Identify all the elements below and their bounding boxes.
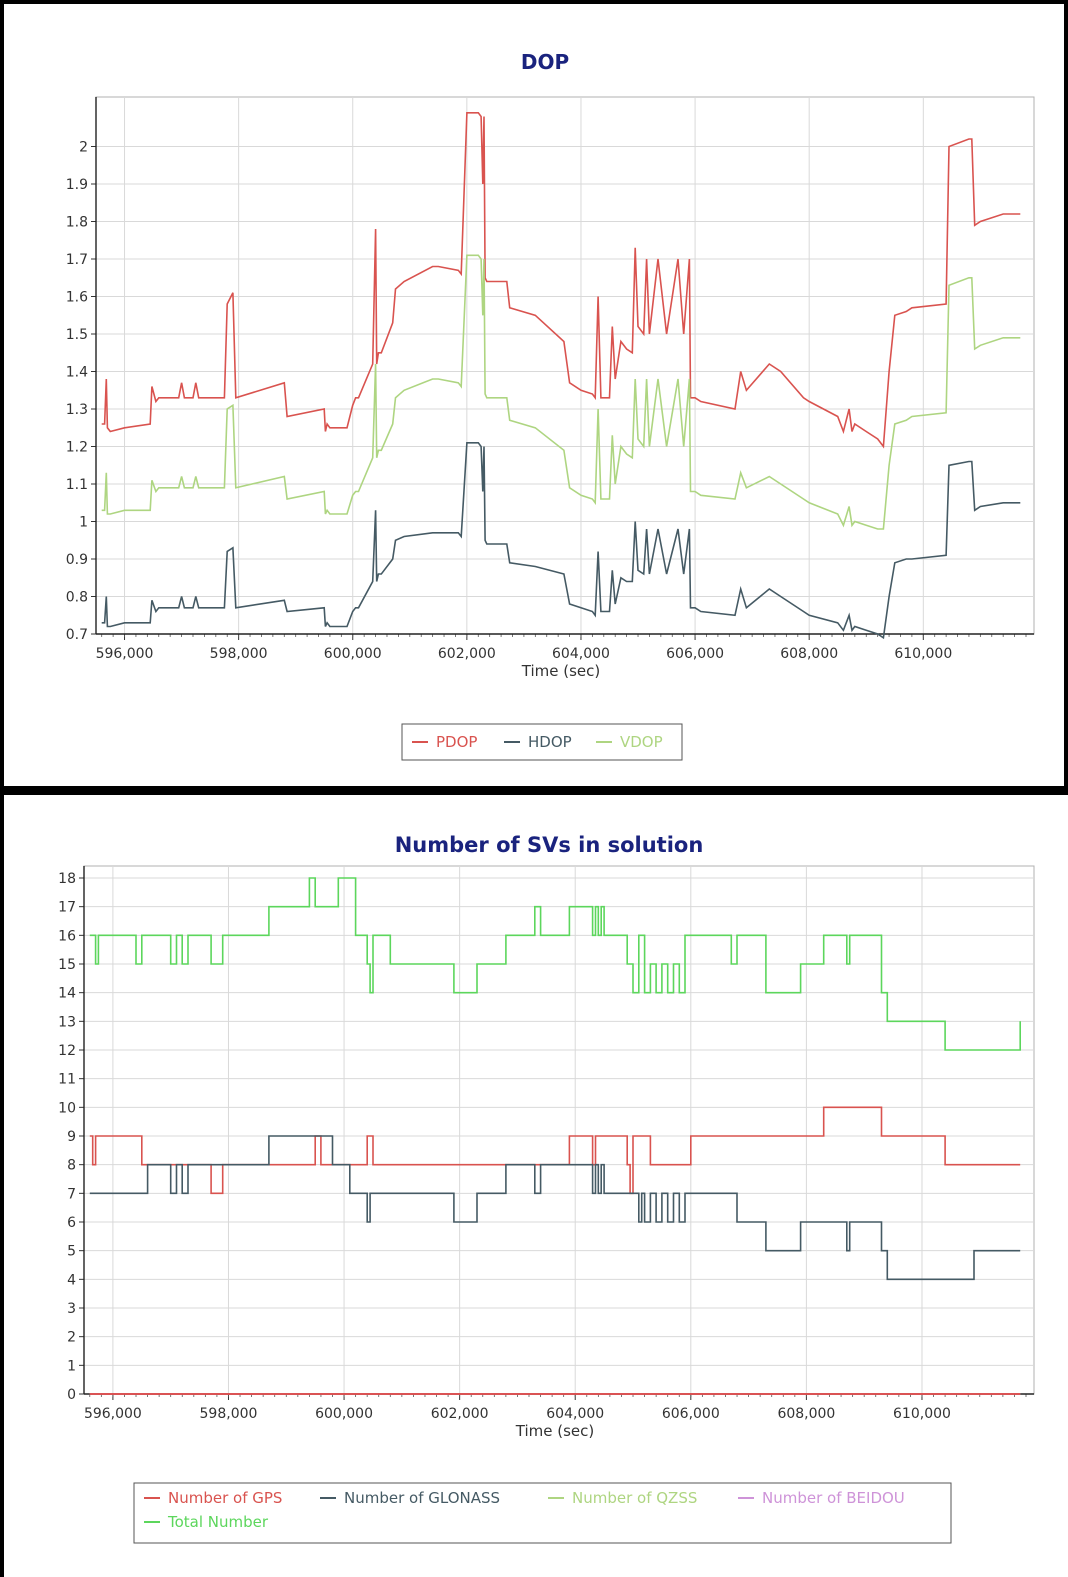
x-axis-label: Time (sec) bbox=[515, 1422, 594, 1440]
number-of-glonass-series-line bbox=[89, 1135, 1021, 1281]
y-tick-label: 11 bbox=[58, 1072, 76, 1088]
x-tick-label: 600,000 bbox=[315, 1406, 373, 1422]
chart-title: DOP bbox=[521, 50, 569, 74]
legend-label-gps: Number of GPS bbox=[168, 1489, 282, 1507]
plot-area bbox=[95, 96, 1035, 635]
y-tick-label: 1 bbox=[79, 515, 88, 531]
y-tick-label: 1.4 bbox=[66, 365, 88, 381]
legend-label-total: Total Number bbox=[167, 1513, 269, 1531]
legend-label-qzss: Number of QZSS bbox=[572, 1489, 697, 1507]
x-tick-label: 606,000 bbox=[662, 1406, 720, 1422]
number-of-gps-series-line bbox=[89, 1106, 1021, 1195]
total-number-series-line bbox=[89, 877, 1021, 1051]
y-tick-label: 0.9 bbox=[66, 552, 88, 568]
y-tick-label: 1.3 bbox=[66, 402, 88, 418]
y-tick-label: 7 bbox=[67, 1186, 76, 1202]
x-tick-label: 604,000 bbox=[552, 646, 610, 662]
x-tick-label: 598,000 bbox=[200, 1406, 258, 1422]
dop-chart-panel: DOP 0.7 0.8 0.9 1 1.1 1.2 1.3 1.4 1.5 1.6 1.7 1.8 1.9… bbox=[0, 0, 1068, 790]
sv-chart: Number of SVs in solution012345678910111… bbox=[58, 833, 1035, 1544]
y-tick-label: 1.8 bbox=[66, 215, 88, 231]
vdop-series-line bbox=[101, 254, 1021, 530]
x-tick-label: 610,000 bbox=[893, 1406, 951, 1422]
sv-legend: Number of GPS Number of GLONASS Number of … bbox=[133, 1482, 952, 1544]
legend-label-beidou: Number of BEIDOU bbox=[762, 1489, 905, 1507]
y-tick-label: 1.9 bbox=[66, 177, 88, 193]
y-tick-label: 9 bbox=[67, 1129, 76, 1145]
y-tick-label: 17 bbox=[58, 900, 76, 916]
x-axis-label: Time (sec) bbox=[521, 662, 600, 680]
x-tick-label: 602,000 bbox=[438, 646, 496, 662]
y-tick-label: 2 bbox=[67, 1330, 76, 1346]
legend-box bbox=[401, 723, 683, 761]
legend-box bbox=[133, 1482, 952, 1544]
y-tick-label: 0 bbox=[67, 1387, 76, 1403]
y-tick-label: 0.8 bbox=[66, 590, 88, 606]
dop-legend: PDOP HDOP VDOP bbox=[401, 723, 683, 761]
y-tick-label: 16 bbox=[58, 928, 76, 944]
y-tick-label: 3 bbox=[67, 1301, 76, 1317]
x-tick-label: 610,000 bbox=[894, 646, 952, 662]
y-tick-label: 8 bbox=[67, 1158, 76, 1174]
sv-chart-panel: Number of SVs in solution 0 1 2 3 4 5 6 7 8 9 10 11 1… bbox=[0, 790, 1068, 1577]
y-tick-label: 1.6 bbox=[66, 290, 88, 306]
y-tick-label: 13 bbox=[58, 1014, 76, 1030]
hdop-series-line bbox=[101, 442, 1021, 640]
y-tick-label: 0.7 bbox=[66, 627, 88, 643]
legend-label-hdop: HDOP bbox=[528, 733, 572, 751]
x-tick-label: 602,000 bbox=[431, 1406, 489, 1422]
y-tick-label: 1.5 bbox=[66, 327, 88, 343]
x-tick-label: 596,000 bbox=[96, 646, 154, 662]
y-tick-label: 15 bbox=[58, 957, 76, 973]
y-tick-label: 14 bbox=[58, 986, 76, 1002]
legend-label-pdop: PDOP bbox=[436, 733, 477, 751]
x-tick-label: 600,000 bbox=[324, 646, 382, 662]
x-tick-label: 596,000 bbox=[84, 1406, 142, 1422]
y-tick-label: 10 bbox=[58, 1100, 76, 1116]
legend-label-vdop: VDOP bbox=[620, 733, 663, 751]
legend-label-glonass: Number of GLONASS bbox=[344, 1489, 500, 1507]
x-tick-label: 608,000 bbox=[777, 1406, 835, 1422]
x-tick-label: 598,000 bbox=[210, 646, 268, 662]
x-tick-label: 606,000 bbox=[666, 646, 724, 662]
y-tick-label: 18 bbox=[58, 871, 76, 887]
y-tick-label: 5 bbox=[67, 1244, 76, 1260]
y-tick-label: 6 bbox=[67, 1215, 76, 1231]
y-tick-label: 1.2 bbox=[66, 440, 88, 456]
y-tick-label: 1.1 bbox=[66, 477, 88, 493]
plot-area bbox=[83, 865, 1035, 1395]
dop-chart: DOP 0.7 0.8 0.9 1 1.1 1.2 1.3 1.4 1.5 1.6 1.7 1.8 1.9… bbox=[66, 50, 1035, 761]
x-tick-label: 608,000 bbox=[780, 646, 838, 662]
pdop-series-line bbox=[101, 112, 1021, 449]
y-tick-label: 2 bbox=[79, 140, 88, 156]
y-tick-label: 1 bbox=[67, 1358, 76, 1374]
y-tick-label: 1.7 bbox=[66, 252, 88, 268]
chart-title: Number of SVs in solution bbox=[395, 833, 704, 857]
y-tick-label: 4 bbox=[67, 1272, 76, 1288]
y-tick-label: 12 bbox=[58, 1043, 76, 1059]
x-tick-label: 604,000 bbox=[546, 1406, 604, 1422]
